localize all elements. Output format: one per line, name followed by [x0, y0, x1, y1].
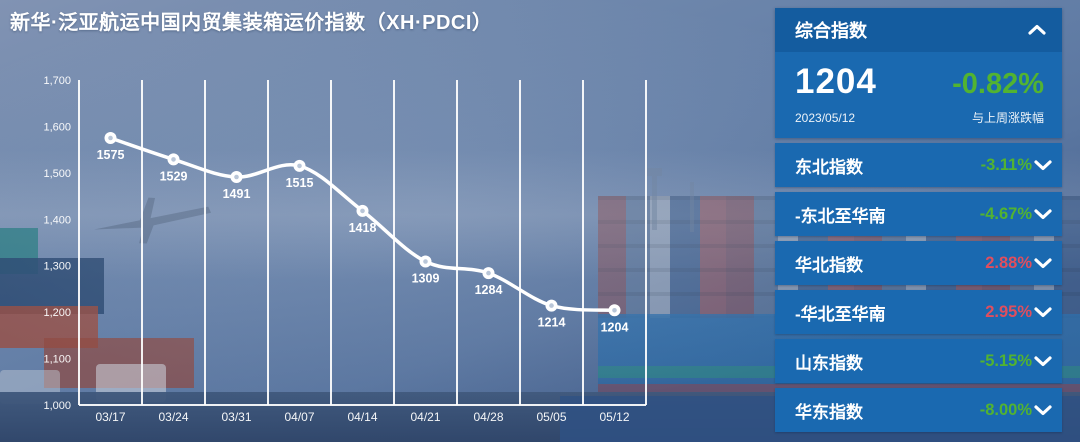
index-row-label: 华东指数	[795, 402, 863, 422]
bg-crane-silhouette-2	[690, 182, 694, 232]
composite-index-label: 综合指数	[795, 21, 867, 41]
index-row-east-china[interactable]: 华东指数 -8.00%	[775, 388, 1062, 433]
bg-container-navy	[0, 258, 104, 314]
index-row-shandong[interactable]: 山东指数 -5.15%	[775, 339, 1062, 384]
index-row-change: 2.88%	[985, 253, 1032, 272]
index-row-north-china[interactable]: 华北指数 2.88%	[775, 241, 1062, 286]
svg-text:03/31: 03/31	[221, 410, 251, 424]
chevron-down-icon[interactable]	[1034, 159, 1052, 171]
index-row-change: 2.95%	[985, 302, 1032, 321]
index-row-label: 山东指数	[795, 353, 863, 373]
svg-text:04/14: 04/14	[347, 410, 377, 424]
svg-text:1,700: 1,700	[43, 75, 71, 87]
index-row-change: -3.11%	[980, 155, 1032, 174]
chevron-down-icon[interactable]	[1034, 404, 1052, 416]
index-row-change: -8.00%	[979, 400, 1032, 419]
bg-crane-silhouette	[647, 168, 662, 230]
index-row-north-china-to-south-china[interactable]: -华北至华南 2.95%	[775, 290, 1062, 335]
chevron-down-icon[interactable]	[1034, 257, 1052, 269]
composite-change: -0.82%	[952, 68, 1044, 100]
page-title: 新华·泛亚航运中国内贸集装箱运价指数（XH·PDCI）	[10, 12, 493, 34]
svg-text:1,100: 1,100	[43, 354, 71, 366]
index-row-label: 华北指数	[795, 255, 863, 275]
index-row-change: -4.67%	[979, 204, 1032, 223]
svg-text:03/17: 03/17	[95, 410, 125, 424]
svg-text:04/28: 04/28	[473, 410, 503, 424]
index-sidebar: 综合指数 1204 -0.82% 2023/05/12 与上周涨跌幅 东北指数 …	[775, 8, 1062, 433]
svg-text:1575: 1575	[97, 148, 125, 162]
index-row-change: -5.15%	[979, 351, 1032, 370]
svg-text:05/05: 05/05	[536, 410, 566, 424]
chevron-down-icon[interactable]	[1034, 208, 1052, 220]
svg-text:1284: 1284	[475, 283, 503, 297]
index-row-northeast[interactable]: 东北指数 -3.11%	[775, 143, 1062, 188]
index-row-label: -东北至华南	[795, 206, 886, 226]
composite-index-value: 1204	[795, 62, 877, 101]
airplane-silhouette	[94, 197, 212, 244]
svg-text:04/21: 04/21	[410, 410, 440, 424]
chevron-down-icon[interactable]	[1034, 306, 1052, 318]
chevron-up-icon[interactable]	[1028, 24, 1046, 36]
svg-text:1,600: 1,600	[43, 121, 71, 133]
index-row-label: 东北指数	[795, 157, 863, 177]
svg-text:04/07: 04/07	[284, 410, 314, 424]
composite-change-caption: 与上周涨跌幅	[971, 111, 1044, 126]
svg-text:03/24: 03/24	[158, 410, 188, 424]
svg-text:1,500: 1,500	[43, 168, 71, 180]
svg-text:1418: 1418	[349, 221, 377, 235]
composite-index-card: 综合指数 1204 -0.82% 2023/05/12 与上周涨跌幅	[775, 8, 1062, 139]
svg-text:05/12: 05/12	[599, 410, 629, 424]
index-row-northeast-to-south-china[interactable]: -东北至华南 -4.67%	[775, 192, 1062, 237]
composite-index-header[interactable]: 综合指数	[775, 8, 1062, 52]
svg-text:1309: 1309	[412, 272, 440, 286]
svg-text:1,200: 1,200	[43, 307, 71, 319]
chevron-down-icon[interactable]	[1034, 355, 1052, 367]
svg-text:1491: 1491	[223, 187, 251, 201]
svg-text:1,300: 1,300	[43, 261, 71, 273]
svg-text:1,400: 1,400	[43, 214, 71, 226]
svg-text:1204: 1204	[601, 320, 629, 334]
svg-text:1529: 1529	[160, 169, 188, 183]
svg-text:1214: 1214	[538, 316, 566, 330]
composite-index-body: 1204 -0.82% 2023/05/12 与上周涨跌幅	[775, 52, 1062, 138]
svg-text:1,000: 1,000	[43, 400, 71, 412]
composite-index-date: 2023/05/12	[795, 111, 856, 126]
svg-text:1515: 1515	[286, 176, 314, 190]
index-row-label: -华北至华南	[795, 304, 886, 324]
